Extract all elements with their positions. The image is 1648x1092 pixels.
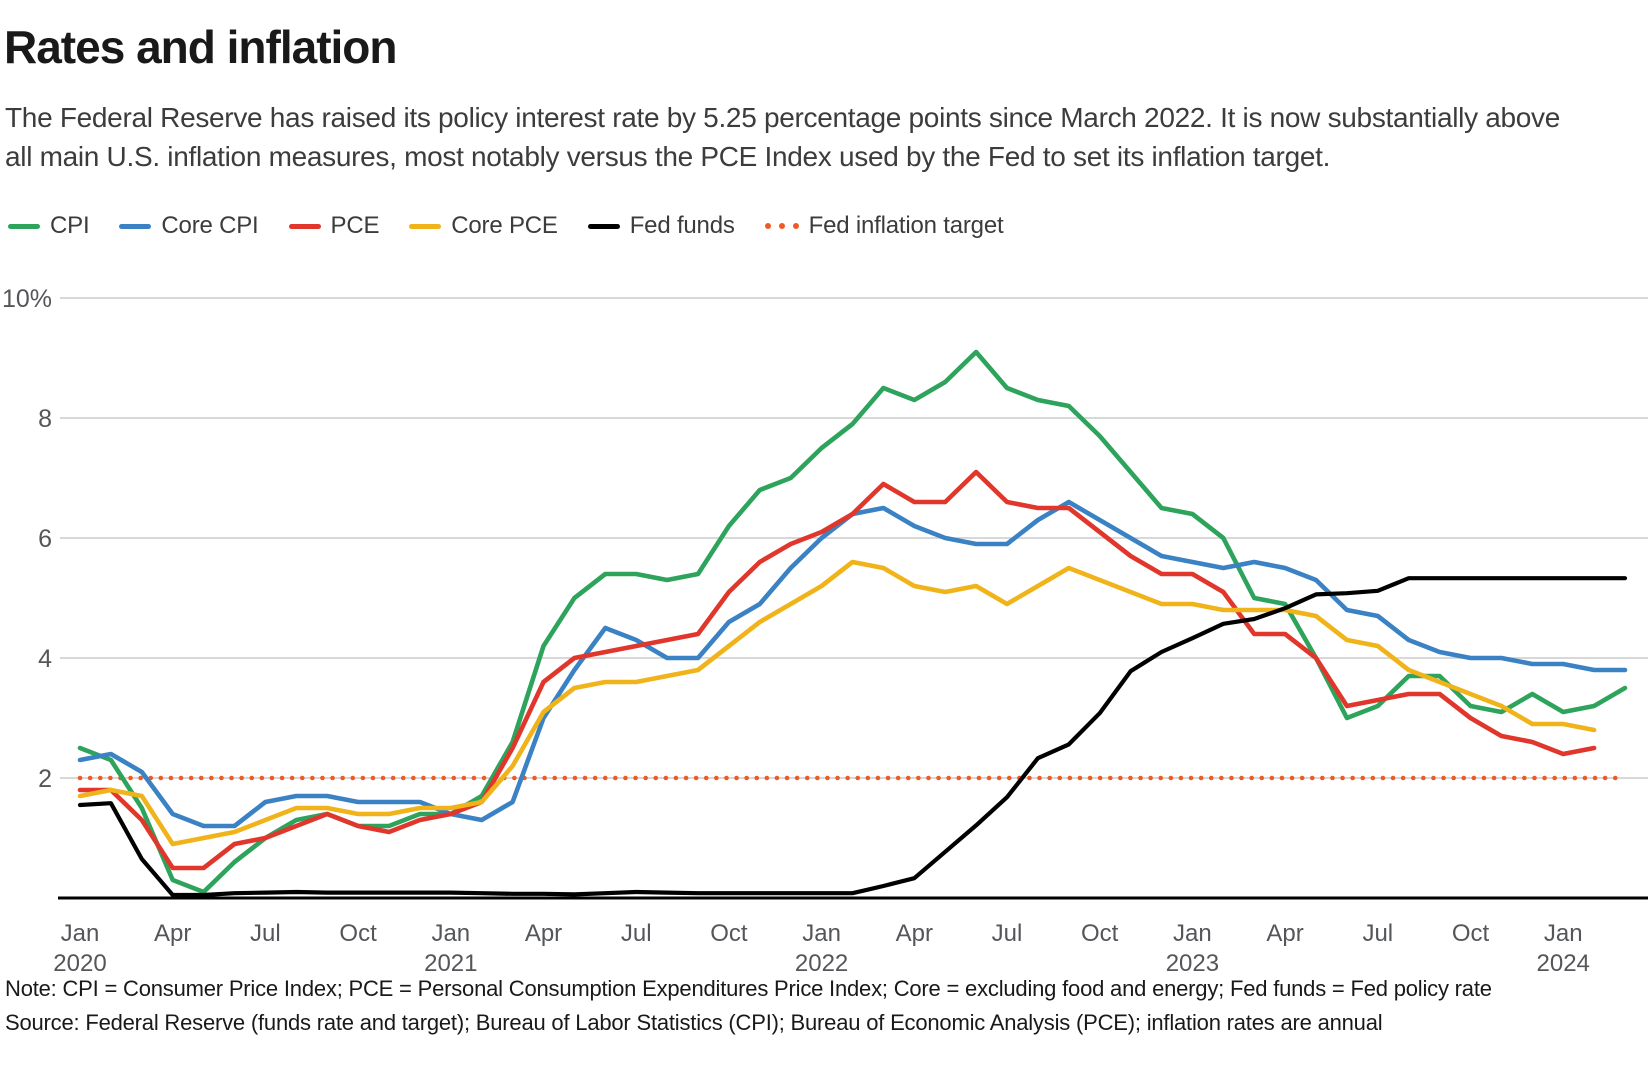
page-title: Rates and inflation: [4, 21, 397, 73]
x-axis-month-label: Jan: [431, 920, 470, 947]
y-axis-tick-label: 8: [38, 405, 52, 433]
legend-label: Fed funds: [629, 212, 735, 239]
legend-label: Fed inflation target: [808, 212, 1004, 239]
y-axis-tick-label: 2: [38, 765, 52, 793]
x-axis-month-label: Oct: [1452, 920, 1490, 947]
legend-label: CPI: [50, 212, 90, 239]
x-axis-month-label: Jul: [621, 920, 652, 947]
legend-label: PCE: [330, 212, 380, 239]
x-axis-month-label: Jan: [802, 920, 841, 947]
series-line-cpi: [77, 349, 1628, 895]
x-axis-month-label: Jan: [1173, 920, 1212, 947]
fed-funds-line-swatch-icon: [587, 223, 620, 229]
subtitle-line-2: all main U.S. inflation measures, most n…: [5, 141, 1331, 172]
x-axis-month-label: Jan: [1544, 920, 1583, 947]
x-axis-month-label: Jul: [250, 920, 281, 947]
cpi-line-swatch-icon: [8, 223, 40, 229]
x-axis-month-label: Apr: [154, 920, 191, 947]
x-axis-month-label: Oct: [1081, 920, 1119, 947]
x-axis-month-label: Apr: [1266, 920, 1303, 947]
x-axis-month-label: Apr: [896, 920, 933, 947]
note-line: Note: CPI = Consumer Price Index; PCE = …: [5, 976, 1492, 1001]
series-line-core-pce: [77, 559, 1597, 847]
legend-item-core-cpi: Core CPI: [119, 212, 259, 240]
x-axis-month-label: Jul: [1362, 920, 1393, 947]
pce-line-swatch-icon: [288, 223, 321, 229]
legend-item-fed-inflation-target: Fed inflation target: [764, 212, 1004, 240]
chart-legend: CPI Core CPI PCE Core PCE Fed funds Fed …: [8, 212, 1004, 240]
chart-notes: Note: CPI = Consumer Price Index; PCE = …: [5, 972, 1492, 1040]
chart-subtitle: The Federal Reserve has raised its polic…: [5, 98, 1560, 176]
fed-target-dotted-swatch-icon: [764, 223, 799, 229]
x-axis-month-label: Oct: [339, 920, 377, 947]
source-line: Source: Federal Reserve (funds rate and …: [5, 1010, 1383, 1035]
legend-label: Core PCE: [451, 212, 558, 239]
series-line-pce: [77, 469, 1597, 871]
x-axis-year-label: 2021: [424, 950, 477, 977]
y-axis-tick-label: 6: [38, 525, 52, 553]
legend-item-fed-funds: Fed funds: [587, 212, 735, 240]
x-axis-year-label: 2022: [795, 950, 848, 977]
legend-label: Core CPI: [161, 212, 259, 239]
core-cpi-line-swatch-icon: [119, 223, 152, 229]
x-axis-month-label: Apr: [525, 920, 562, 947]
y-axis-tick-label: 10%: [2, 285, 52, 313]
x-axis-year-label: 2024: [1537, 950, 1590, 977]
subtitle-line-1: The Federal Reserve has raised its polic…: [5, 102, 1561, 133]
legend-item-pce: PCE: [288, 212, 380, 240]
x-axis-year-label: 2020: [53, 950, 106, 977]
y-axis-tick-label: 4: [38, 645, 52, 673]
x-axis-month-label: Jan: [61, 920, 100, 947]
core-pce-line-swatch-icon: [409, 223, 442, 229]
series-line-fed-funds: [77, 576, 1628, 898]
legend-item-cpi: CPI: [8, 212, 90, 240]
legend-item-core-pce: Core PCE: [409, 212, 558, 240]
x-axis-year-label: 2023: [1166, 950, 1219, 977]
x-axis-month-label: Oct: [710, 920, 748, 947]
x-axis-month-label: Jul: [992, 920, 1023, 947]
